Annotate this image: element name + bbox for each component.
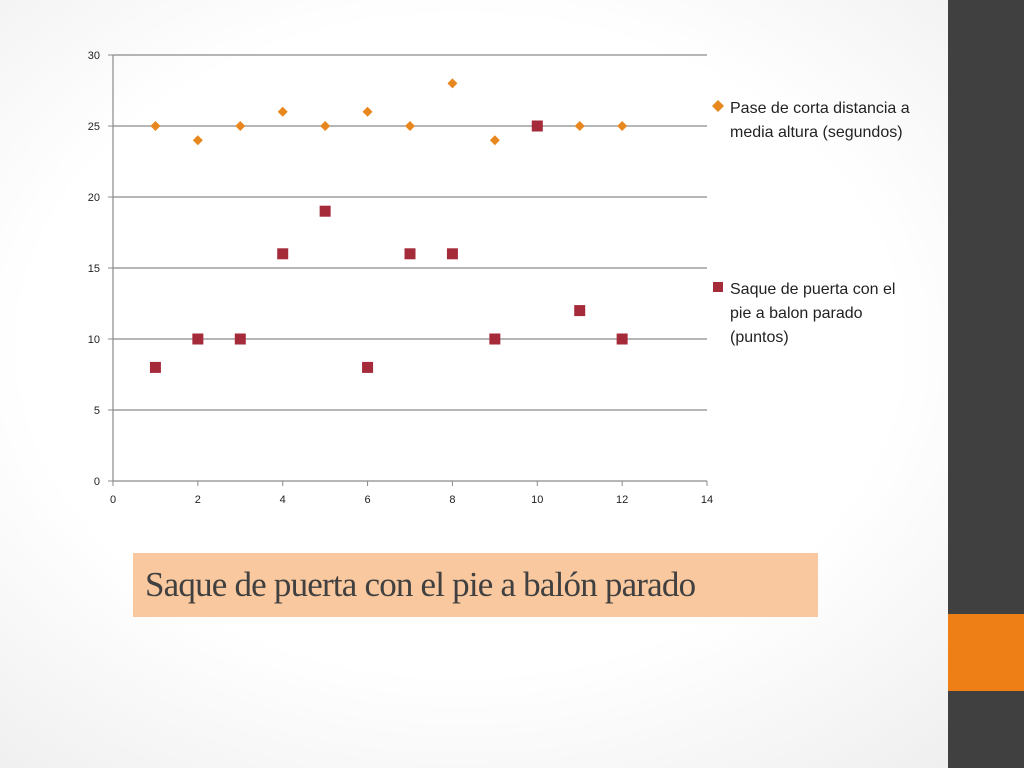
point-pase-diamond: [447, 78, 458, 89]
point-pase-diamond: [405, 121, 415, 131]
point-saque-square: [149, 361, 161, 373]
x-tick-label: 6: [365, 494, 371, 506]
point-pase-diamond: [320, 121, 331, 131]
x-tick-label: 8: [449, 494, 455, 506]
legend-square-marker: [713, 282, 723, 292]
point-saque-square: [616, 333, 628, 345]
y-tick-label: 30: [88, 50, 100, 62]
x-tick-label: 4: [280, 494, 286, 506]
scatter-chart: 0 5 10 15 20 25 30 0 2 4 6 8 10 12 14: [88, 50, 713, 506]
y-tick-label: 25: [88, 121, 100, 133]
point-pase-diamond: [574, 121, 585, 131]
point-pase-diamond: [192, 135, 203, 146]
y-tick-label: 5: [94, 405, 100, 417]
point-saque-square: [319, 205, 331, 217]
point-saque-square: [192, 333, 204, 345]
legend-label-pase: Pase de corta distancia a media altura (…: [730, 100, 910, 141]
sidebar-accent-block: [948, 614, 1024, 691]
point-saque-square: [531, 120, 543, 132]
point-pase-diamond: [362, 106, 373, 117]
point-saque-square: [234, 333, 246, 345]
y-tick-label: 20: [88, 192, 100, 204]
x-tick-label: 2: [195, 494, 201, 506]
point-saque-square: [489, 333, 501, 345]
point-saque-square: [277, 248, 289, 260]
chart-axes: [108, 54, 708, 486]
x-tick-label: 12: [616, 494, 628, 506]
x-tick-label: 0: [110, 494, 116, 506]
x-tick-label: 14: [701, 494, 713, 506]
point-saque-square: [446, 248, 458, 260]
y-tick-label: 0: [94, 476, 100, 488]
chart-gridlines: [113, 54, 707, 411]
chart-points: [149, 78, 628, 373]
point-pase-diamond: [489, 135, 500, 146]
slide-title: Saque de puerta con el pie a balón parad…: [145, 565, 696, 604]
y-tick-label: 15: [88, 263, 100, 275]
legend-label-saque: Saque de puerta con el pie a balon parad…: [730, 281, 896, 346]
y-tick-label: 10: [88, 334, 100, 346]
chart-tick-labels: 0 5 10 15 20 25 30 0 2 4 6 8 10 12 14: [88, 50, 713, 506]
point-pase-diamond: [235, 121, 246, 131]
slide-title-box: Saque de puerta con el pie a balón parad…: [133, 553, 818, 617]
point-pase-diamond: [150, 121, 161, 131]
point-pase-diamond: [617, 121, 628, 131]
x-tick-label: 10: [531, 494, 543, 506]
point-saque-square: [574, 305, 586, 317]
point-pase-diamond: [277, 106, 288, 117]
point-saque-square: [362, 361, 374, 373]
point-saque-square: [404, 248, 416, 260]
